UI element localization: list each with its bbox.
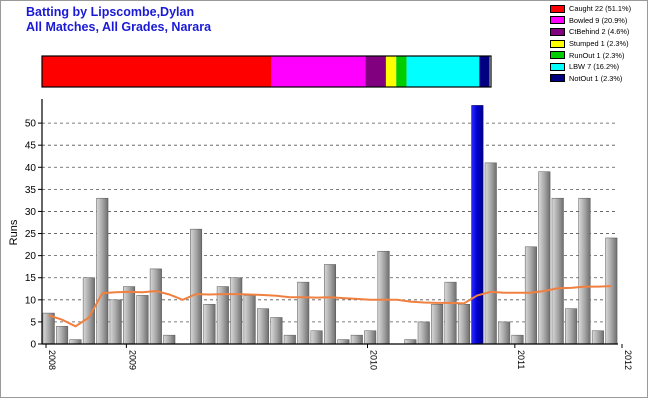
dismissal-segment	[396, 56, 407, 87]
y-tick-label: 20	[25, 251, 37, 262]
bar	[337, 339, 350, 345]
y-tick-label: 15	[25, 273, 37, 284]
bar	[484, 162, 497, 345]
dismissal-bar-outline	[41, 55, 492, 88]
dismissal-segment	[365, 56, 386, 87]
y-tick-label: 35	[25, 185, 37, 196]
bar	[283, 334, 296, 345]
y-tick-label: 40	[25, 163, 37, 174]
legend-swatch	[550, 27, 565, 36]
bar	[203, 303, 216, 345]
y-tick-label: 10	[25, 295, 37, 306]
legend-swatch	[550, 74, 565, 83]
legend-item: CtBehind 2 (4.6%)	[550, 26, 646, 38]
highlight-bar	[471, 105, 484, 345]
bar	[243, 295, 256, 345]
y-tick-label: 50	[25, 119, 37, 130]
bar	[605, 237, 618, 345]
bar	[404, 339, 417, 345]
dismissal-segment	[479, 56, 490, 87]
legend-swatch	[550, 16, 565, 25]
bar	[350, 334, 363, 345]
legend-item: Bowled 9 (20.9%)	[550, 15, 646, 27]
legend-item: LBW 7 (16.2%)	[550, 61, 646, 73]
bar	[230, 277, 243, 345]
x-tick-label: 2009	[127, 350, 137, 370]
x-tick-label: 2008	[47, 350, 57, 370]
bar	[444, 281, 457, 345]
dismissal-segment	[42, 56, 272, 87]
bar	[163, 334, 176, 345]
legend-label: RunOut 1 (2.3%)	[569, 50, 625, 60]
bar	[551, 197, 564, 345]
legend-swatch	[550, 4, 565, 13]
bar	[364, 330, 377, 345]
dismissal-segment	[271, 56, 366, 87]
bar	[270, 317, 283, 345]
x-tick-label: 2010	[368, 350, 378, 370]
dismissal-segment	[385, 56, 397, 87]
legend-item: NotOut 1 (2.3%)	[550, 73, 646, 85]
bar	[190, 228, 203, 345]
bar	[96, 197, 109, 345]
dismissal-segment	[406, 56, 480, 87]
legend-label: Stumped 1 (2.3%)	[569, 39, 629, 49]
legend-label: Caught 22 (51.1%)	[569, 4, 632, 14]
x-tick-label: 2012	[623, 350, 633, 370]
bar	[457, 303, 470, 345]
y-axis-label: Runs	[8, 219, 20, 245]
bar	[524, 246, 537, 345]
legend-label: LBW 7 (16.2%)	[569, 62, 620, 72]
legend-label: NotOut 1 (2.3%)	[569, 73, 623, 83]
legend-swatch	[550, 39, 565, 48]
y-tick-label: 25	[25, 229, 37, 240]
bar	[511, 334, 524, 345]
bar	[42, 312, 55, 345]
bar	[69, 339, 82, 345]
legend-swatch	[550, 51, 565, 60]
bar	[310, 330, 323, 345]
bar	[257, 308, 270, 345]
average-line	[48, 285, 612, 328]
bar	[498, 321, 511, 345]
legend-swatch	[550, 62, 565, 71]
y-tick-label: 0	[30, 340, 36, 351]
bar	[109, 299, 122, 345]
legend-label: CtBehind 2 (4.6%)	[569, 27, 630, 37]
bar	[149, 268, 162, 345]
legend: Caught 22 (51.1%) Bowled 9 (20.9%) CtBehin…	[550, 3, 646, 84]
bar	[123, 286, 136, 345]
bar	[431, 303, 444, 345]
y-tick-label: 5	[30, 317, 36, 328]
bar	[136, 295, 149, 345]
chart-title: Batting by Lipscombe,Dylan	[26, 5, 195, 19]
legend-item: Stumped 1 (2.3%)	[550, 38, 646, 50]
bar	[538, 171, 551, 345]
legend-item: Caught 22 (51.1%)	[550, 3, 646, 15]
bar	[591, 330, 604, 345]
chart-subtitle: All Matches, All Grades, Narara	[26, 20, 212, 34]
bar	[417, 321, 430, 345]
bar	[297, 281, 310, 345]
bar	[578, 197, 591, 345]
bar	[56, 326, 69, 345]
legend-label: Bowled 9 (20.9%)	[569, 15, 628, 25]
bar	[565, 308, 578, 345]
bar	[323, 264, 337, 345]
x-tick-label: 2011	[516, 350, 526, 369]
y-tick-label: 30	[25, 207, 37, 218]
y-tick-label: 45	[25, 141, 37, 152]
legend-item: RunOut 1 (2.3%)	[550, 49, 646, 61]
bar	[377, 250, 390, 345]
